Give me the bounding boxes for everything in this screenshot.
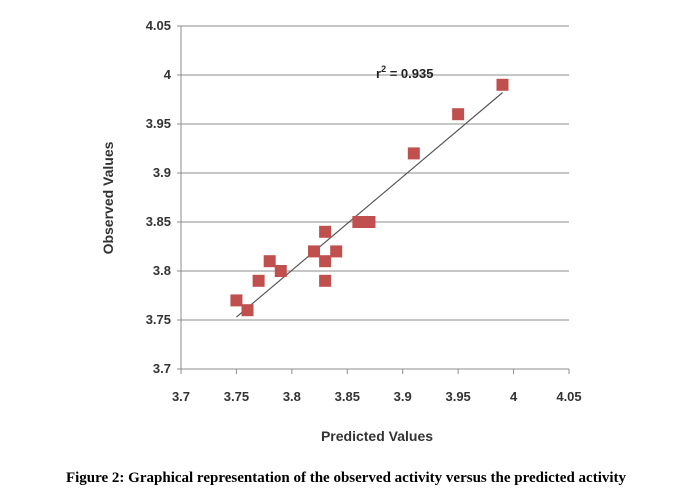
y-axis-title: Observed Values [100,141,116,254]
y-tick-label: 3.7 [153,361,171,376]
regression-line [236,92,503,318]
data-point [263,255,276,268]
x-tick-label: 4 [510,389,518,404]
r-squared-sup: 2 [381,64,386,74]
y-tick-label: 4 [164,67,172,82]
data-point [274,265,287,277]
axes [177,25,570,374]
y-tick-label: 3.75 [146,312,171,327]
figure-caption: Figure 2: Graphical representation of th… [65,470,627,486]
r-squared-annotation: r2 = 0.935 [376,64,433,81]
trendline [236,92,503,318]
y-tick-label: 3.9 [153,165,171,180]
y-tick-label: 3.8 [153,263,171,278]
data-point [230,294,243,307]
y-tick-label: 3.95 [146,116,171,131]
x-tick-label: 3.8 [283,389,301,404]
x-tick-label: 3.85 [335,389,360,404]
y-tick-label: 4.05 [146,18,171,33]
x-tick-label: 3.75 [224,389,249,404]
data-point [252,274,265,287]
x-tick-label: 3.7 [172,389,190,404]
data-point [496,78,509,91]
y-tick-labels: 3.7 3.75 3.8 3.85 3.9 3.95 4 4.05 [146,18,172,376]
data-point [407,147,420,160]
scatter-chart: 3.7 3.75 3.8 3.85 3.9 3.95 4 4.05 3.7 3.75 3.8 3.8… [100,18,582,444]
r-squared-value: = 0.935 [386,66,433,81]
gridlines [181,25,569,321]
data-point [308,245,321,258]
data-point [241,304,254,317]
x-tick-label: 3.95 [445,389,470,404]
data-point [452,108,465,121]
data-point [319,274,332,287]
data-point [319,225,332,238]
y-tick-label: 3.85 [146,214,171,229]
r-squared-base: r [376,66,381,81]
data-point [319,255,332,268]
x-axis-title: Predicted Values [321,428,433,444]
data-point [363,216,376,228]
x-tick-label: 4.05 [556,389,581,404]
x-tick-labels: 3.7 3.75 3.8 3.85 3.9 3.95 4 4.05 [172,389,582,404]
data-point [330,245,343,258]
data-point [352,216,365,228]
data-points [230,78,509,317]
x-tick-label: 3.9 [394,389,412,404]
